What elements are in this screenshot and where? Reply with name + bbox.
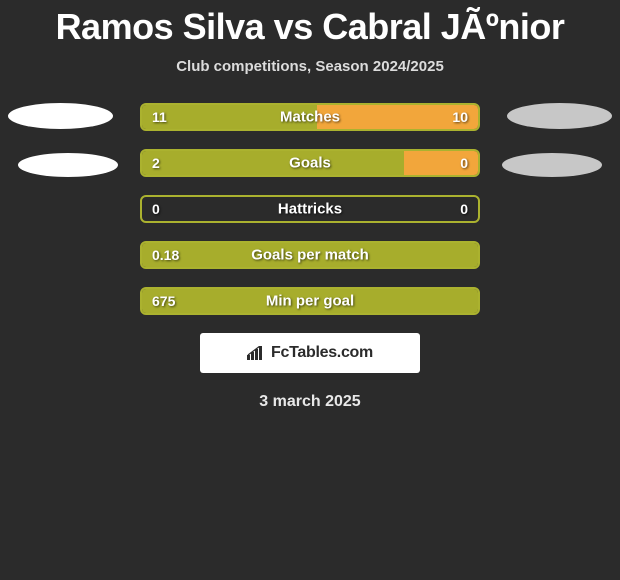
stat-bar-left-value: 0 [152,201,160,217]
player-left-marker-2 [18,153,118,177]
stat-bar-row: Hattricks 0 0 [140,195,480,223]
stat-bar-row: Goals per match 0.18 [140,241,480,269]
bar-rows-container: Matches 11 10 Goals 2 0 Hattricks 0 0 Goals per m… [0,103,620,315]
page-subtitle: Club competitions, Season 2024/2025 [0,58,620,75]
player-right-marker-2 [502,153,602,177]
stat-bar-row: Goals 2 0 [140,149,480,177]
stat-bar-row: Min per goal 675 [140,287,480,315]
stat-bar-label: Hattricks [278,201,342,218]
player-right-marker-1 [507,103,612,129]
stat-bar-label: Min per goal [266,293,354,310]
date-label: 3 march 2025 [0,393,620,411]
bars-area: Matches 11 10 Goals 2 0 Hattricks 0 0 Goals per m… [0,103,620,315]
brand-text: FcTables.com [271,344,373,362]
stat-bar-left-value: 11 [152,109,167,125]
stat-bar-left-value: 0.18 [152,247,179,263]
stat-bar-right-value: 0 [460,201,468,217]
stat-bar-left-fill [142,151,404,175]
stat-bar-label: Goals [289,155,331,172]
page-title: Ramos Silva vs Cabral JÃºnior [0,0,620,48]
bar-chart-icon [247,346,267,360]
stat-bar-right-value: 0 [460,155,468,171]
stat-bar-left-value: 2 [152,155,160,171]
player-left-marker-1 [8,103,113,129]
stat-bar-label: Goals per match [251,247,369,264]
stat-bar-label: Matches [280,109,340,126]
brand-badge: FcTables.com [200,333,420,373]
stat-bar-left-value: 675 [152,293,175,309]
stats-comparison-card: Ramos Silva vs Cabral JÃºnior Club compe… [0,0,620,580]
stat-bar-row: Matches 11 10 [140,103,480,131]
stat-bar-right-value: 10 [452,109,468,125]
